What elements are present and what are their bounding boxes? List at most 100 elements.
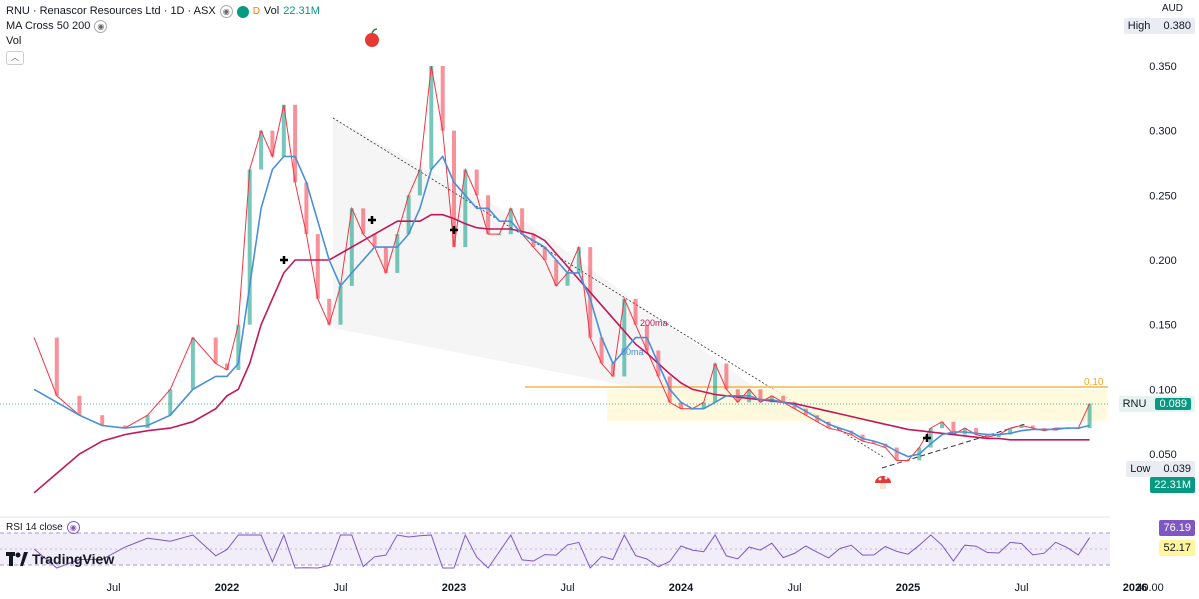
resistance-annotation: 0.10 — [1084, 377, 1104, 388]
price-candle — [713, 363, 718, 403]
price-candle — [633, 298, 638, 325]
price-candle — [1019, 425, 1024, 429]
price-candle — [679, 402, 683, 409]
price-candle — [974, 428, 979, 435]
indicator-row[interactable]: MA Cross 50 200 ◉ — [6, 19, 320, 34]
price-candle — [520, 208, 525, 235]
currency-label: AUD — [1161, 3, 1183, 14]
cross-markers — [280, 216, 931, 442]
price-candle — [610, 363, 615, 377]
price-candle — [871, 441, 876, 444]
price-candle — [940, 421, 945, 429]
volume-pane-label: Vol — [6, 35, 22, 47]
price-candle — [395, 234, 400, 273]
price-candle — [758, 389, 763, 403]
consolidation-zone — [607, 389, 1107, 421]
volume-tag: 22.31M — [1150, 477, 1195, 493]
price-candle — [236, 324, 241, 370]
price-candle — [542, 247, 547, 260]
price-candle — [622, 298, 627, 377]
price-candle — [383, 247, 388, 273]
ma200-line — [33, 213, 1090, 494]
y-tick-label: 0.050 — [1149, 449, 1177, 461]
price-candle — [270, 130, 275, 157]
apple-icon — [365, 28, 379, 47]
price-candle — [225, 363, 229, 370]
price-candle — [293, 104, 298, 183]
delayed-badge: D — [252, 6, 260, 17]
x-tick-label: 2026 — [1123, 582, 1147, 594]
last-price-value: 0.089 — [1155, 398, 1191, 410]
eye-icon[interactable]: ◉ — [94, 20, 108, 33]
x-tick-label: 2022 — [215, 582, 239, 594]
price-candle — [1087, 403, 1092, 429]
price-candle — [576, 247, 581, 273]
price-candle — [338, 285, 343, 325]
indicator-name: MA Cross 50 200 — [6, 20, 91, 32]
price-candle — [361, 208, 366, 235]
price-candle — [452, 130, 456, 248]
price-candle — [474, 169, 479, 196]
price-candle — [486, 195, 491, 235]
price-candle — [247, 169, 252, 325]
price-candle — [168, 389, 173, 416]
price-candle — [429, 66, 434, 170]
price-candle — [837, 428, 842, 431]
x-tick-label: 2024 — [669, 582, 694, 594]
eye-icon[interactable]: ◉ — [219, 5, 233, 18]
price-candle — [996, 434, 1001, 438]
y-tick-label: 0.100 — [1149, 384, 1177, 396]
eye-icon[interactable]: ◉ — [66, 521, 80, 534]
price-candle — [951, 421, 956, 435]
rsi-legend[interactable]: RSI 14 close ◉ — [6, 521, 80, 534]
price-candle — [372, 234, 377, 247]
price-candle — [701, 402, 706, 409]
descending-channel-fill — [333, 118, 800, 420]
x-tick-label: Jul — [560, 582, 574, 594]
volume-pane-row[interactable]: Vol — [6, 34, 320, 49]
rsi-line — [33, 533, 1091, 569]
x-tick-label: Jul — [787, 582, 801, 594]
rsi-ma-value-tag: 52.17 — [1159, 540, 1195, 556]
price-candle — [599, 337, 604, 364]
x-axis: Jul 2022 Jul 2023 Jul 2024 Jul 2025 Jul 2026 — [106, 582, 1147, 594]
chart-legend: RNU · Renascor Resources Ltd · 1D · ASX … — [6, 4, 320, 65]
price-candle — [100, 415, 105, 426]
price-candle — [213, 337, 218, 364]
symbol-title: RNU · Renascor Resources Ltd · 1D · ASX — [6, 5, 216, 17]
high-label: High — [1127, 20, 1151, 32]
y-tick-label: 0.300 — [1149, 126, 1177, 138]
price-candle — [77, 395, 82, 416]
y-tick-label: 0.250 — [1149, 190, 1177, 202]
price-candle — [554, 260, 559, 286]
price-candle — [417, 169, 422, 196]
price-candle — [781, 395, 786, 403]
collapse-legend-icon[interactable]: ︿ — [6, 51, 24, 65]
price-candle — [122, 425, 127, 429]
ma200-annotation: 200ma — [640, 318, 668, 328]
price-candle — [281, 104, 286, 157]
high-value: 0.380 — [1163, 20, 1191, 32]
x-tick-label: Jul — [333, 582, 347, 594]
x-tick-label: 2023 — [442, 582, 466, 594]
price-candle — [315, 234, 320, 299]
market-status-icon — [236, 5, 249, 18]
tradingview-logo[interactable]: TradingView — [6, 551, 114, 567]
rsi-value-tag: 76.19 — [1159, 520, 1195, 536]
symbol-row[interactable]: RNU · Renascor Resources Ltd · 1D · ASX … — [6, 4, 320, 19]
low-label: Low — [1130, 463, 1151, 475]
price-candle — [327, 298, 332, 325]
price-candle — [985, 434, 990, 438]
price-candle — [406, 195, 411, 235]
x-tick-label: 2025 — [896, 582, 920, 594]
low-value: 0.039 — [1163, 463, 1191, 475]
y-tick-label: 0.200 — [1149, 255, 1177, 267]
rsi-label: RSI 14 close — [6, 522, 63, 533]
rsi-level-label: 40.00 — [1136, 582, 1164, 594]
vol-value: 22.31M — [283, 5, 320, 17]
x-tick-label: Jul — [1014, 582, 1028, 594]
logo-text: TradingView — [32, 551, 115, 567]
price-candle — [1030, 425, 1035, 429]
last-price-tag: RNU 0.089 — [1118, 396, 1195, 412]
